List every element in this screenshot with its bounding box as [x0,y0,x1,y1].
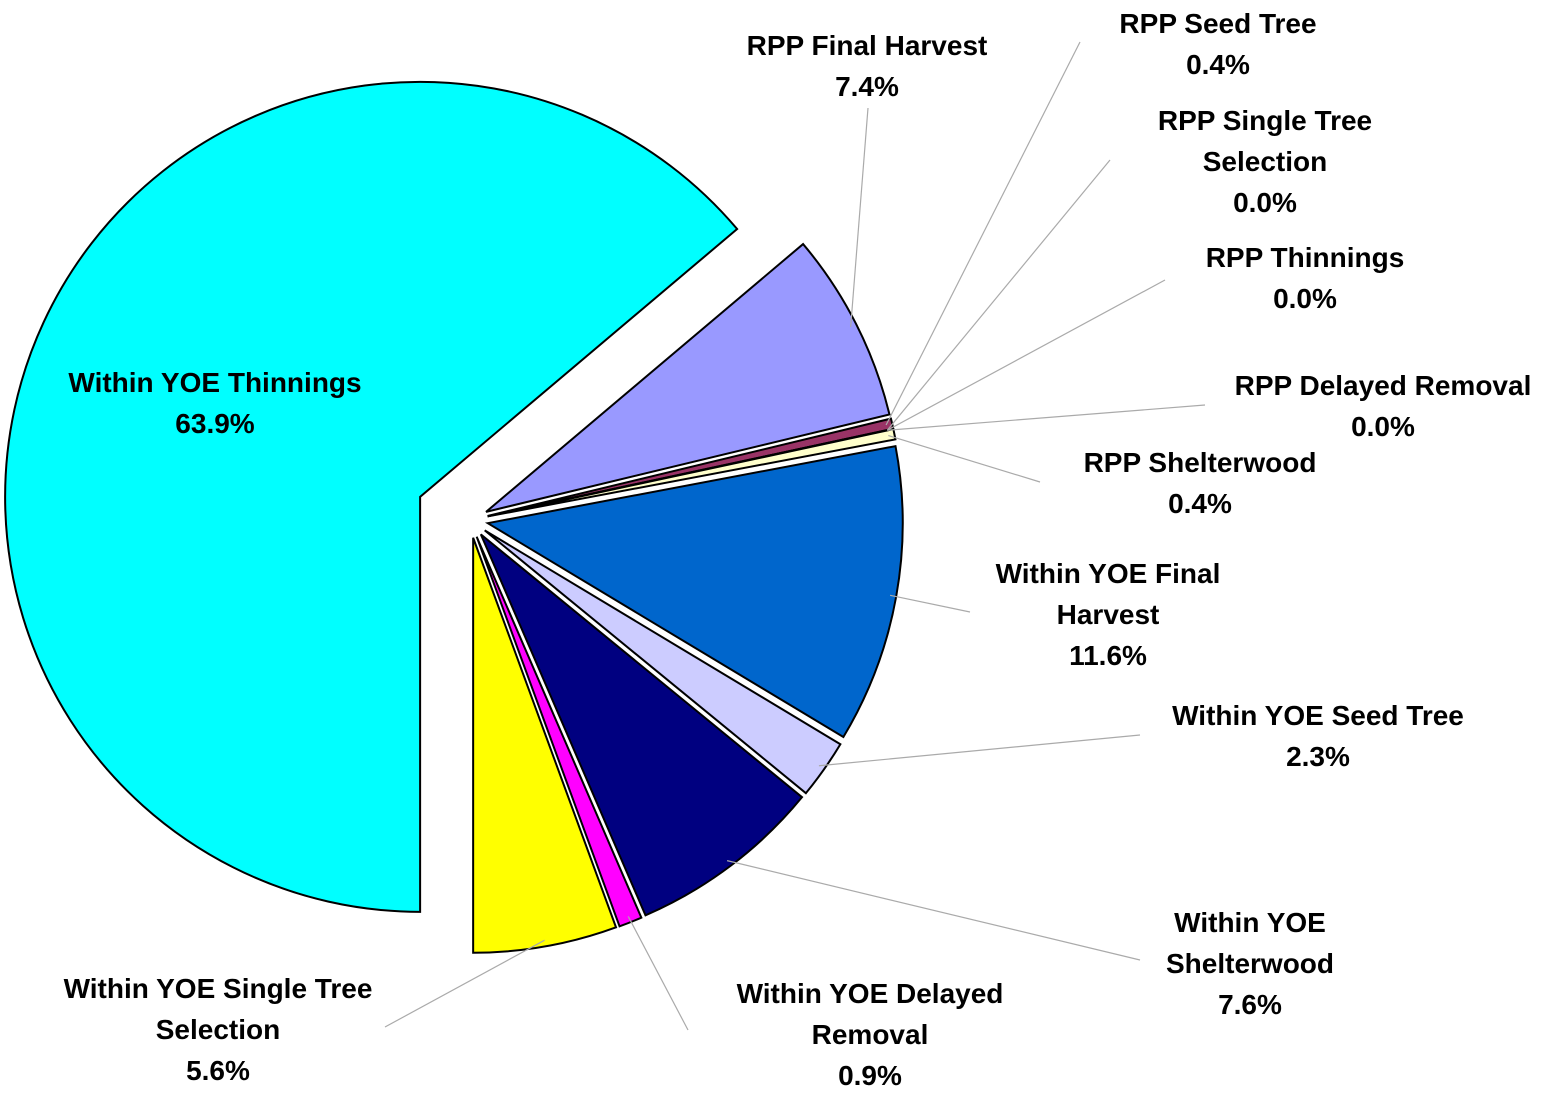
pie-slice [484,529,842,795]
slice-label: RPP Final Harvest 7.4% [707,25,1027,107]
leader-line [888,434,1041,483]
slice-label: RPP Seed Tree 0.4% [1068,3,1368,85]
slice-label: Within YOE Seed Tree 2.3% [1118,695,1518,777]
value-label: 5.6% [186,1055,250,1086]
leader-line [627,916,689,1031]
value-label: 7.4% [835,71,899,102]
category-name: RPP Delayed Removal [1234,370,1532,401]
value-label: 0.4% [1168,488,1232,519]
pie-slice [485,242,891,513]
category-name: Within YOE Single Tree Selection [63,973,373,1045]
pie-slice [479,533,804,917]
category-name: Within YOE Delayed Removal [736,978,1004,1050]
category-name: RPP Shelterwood [1083,447,1317,478]
category-name: RPP Thinnings [1205,242,1405,273]
leader-line [384,939,545,1028]
value-label: 11.6% [1069,640,1147,671]
slice-label: Within YOE Shelterwood 7.6% [1135,902,1365,1025]
category-name: Within YOE Shelterwood [1165,907,1334,979]
slice-label: Within YOE Single Tree Selection 5.6% [58,968,378,1091]
slice-label: RPP Single Tree Selection 0.0% [1125,100,1405,223]
category-name: RPP Seed Tree [1119,8,1317,39]
value-label: 0.0% [1351,411,1415,442]
slice-label: Within YOE Delayed Removal 0.9% [700,973,1040,1096]
pie-slice [475,536,643,928]
pie-slice [472,537,618,954]
leader-line [889,594,971,613]
category-name: RPP Final Harvest [746,30,988,61]
leader-line [885,41,1081,426]
leader-line [726,860,1141,961]
leader-line [887,404,1206,431]
leader-line [886,279,1166,431]
slice-label: RPP Thinnings 0.0% [1155,237,1455,319]
leader-line [886,159,1111,431]
slice-label: RPP Delayed Removal 0.0% [1183,365,1568,447]
leader-line [850,107,869,328]
value-label: 0.0% [1273,283,1337,314]
value-label: 63.9% [175,408,255,439]
value-label: 7.6% [1218,989,1282,1020]
category-name: Within YOE Thinnings [68,367,362,398]
category-name: RPP Single Tree Selection [1157,105,1373,177]
value-label: 0.0% [1233,187,1297,218]
leader-line [818,734,1141,767]
slice-label: RPP Shelterwood 0.4% [1040,442,1360,524]
slice-label: Within YOE Final Harvest 11.6% [963,553,1253,676]
pie-slice [4,80,739,913]
category-name: Within YOE Seed Tree [1172,700,1464,731]
value-label: 0.4% [1186,49,1250,80]
slice-label: Within YOE Thinnings 63.9% [5,362,425,444]
category-name: Within YOE Final Harvest [995,558,1221,630]
value-label: 0.9% [838,1060,902,1091]
value-label: 2.3% [1286,741,1350,772]
